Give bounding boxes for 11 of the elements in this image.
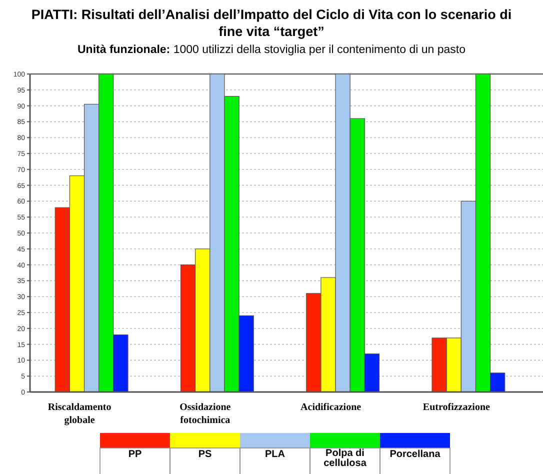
x-tick-label: Acidificazione [300, 402, 362, 413]
legend-label: PLA [265, 449, 285, 460]
legend-label: PS [198, 449, 212, 460]
x-tick-label: Ossidazione fotochimica [180, 402, 232, 426]
legend-label: Porcellana [390, 449, 441, 460]
chart-subtitle: Unità funzionale: 1000 utilizzi della stoviglia per il contenimento di un pasto [78, 44, 466, 56]
x-tick-label: Riscaldamento globale [48, 402, 112, 426]
legend-label: Polpa di cellulosa [324, 448, 367, 469]
x-tick-label: Eutrofizzazione [422, 402, 491, 413]
chart-title: PIATTI: Risultati dell’Analisi dell’Impatto del Ciclo di Vita con lo scenario di fine vita “target” [31, 7, 512, 39]
legend-label: PP [128, 449, 142, 460]
